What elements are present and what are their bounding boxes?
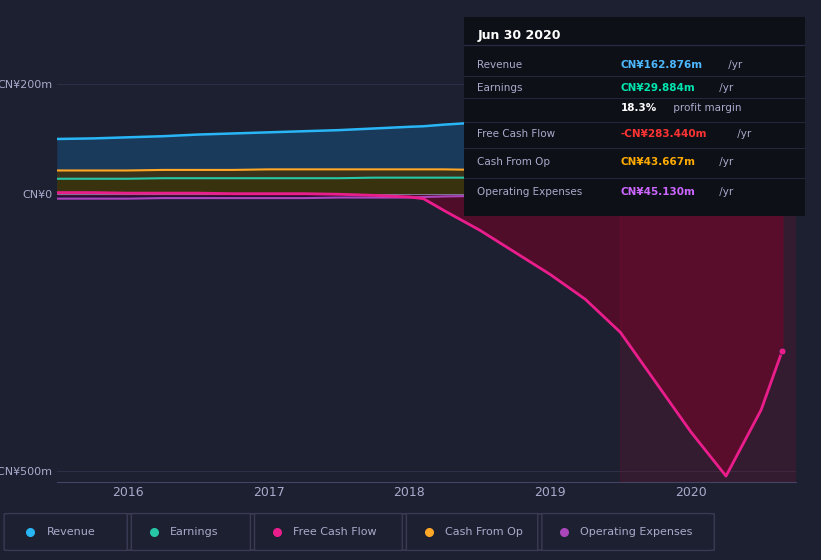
Text: Cash From Op: Cash From Op	[478, 157, 551, 167]
Text: CN¥45.130m: CN¥45.130m	[621, 186, 695, 197]
Text: 18.3%: 18.3%	[621, 103, 657, 113]
Text: CN¥29.884m: CN¥29.884m	[621, 83, 695, 94]
Text: /yr: /yr	[716, 83, 733, 94]
Text: Cash From Op: Cash From Op	[445, 527, 523, 537]
Text: Operating Expenses: Operating Expenses	[580, 527, 693, 537]
Text: CN¥43.667m: CN¥43.667m	[621, 157, 695, 167]
Text: Free Cash Flow: Free Cash Flow	[478, 129, 556, 139]
Text: Earnings: Earnings	[478, 83, 523, 94]
Text: Earnings: Earnings	[170, 527, 218, 537]
Text: Free Cash Flow: Free Cash Flow	[293, 527, 377, 537]
Text: /yr: /yr	[725, 59, 742, 69]
Bar	[621, 62, 796, 482]
Text: /yr: /yr	[735, 129, 752, 139]
Text: CN¥162.876m: CN¥162.876m	[621, 59, 703, 69]
Text: Revenue: Revenue	[478, 59, 523, 69]
Text: -CN¥283.440m: -CN¥283.440m	[621, 129, 707, 139]
Text: /yr: /yr	[716, 186, 733, 197]
Text: profit margin: profit margin	[670, 103, 741, 113]
Text: Jun 30 2020: Jun 30 2020	[478, 29, 561, 42]
Text: /yr: /yr	[716, 157, 733, 167]
Text: Operating Expenses: Operating Expenses	[478, 186, 583, 197]
Text: Revenue: Revenue	[47, 527, 95, 537]
